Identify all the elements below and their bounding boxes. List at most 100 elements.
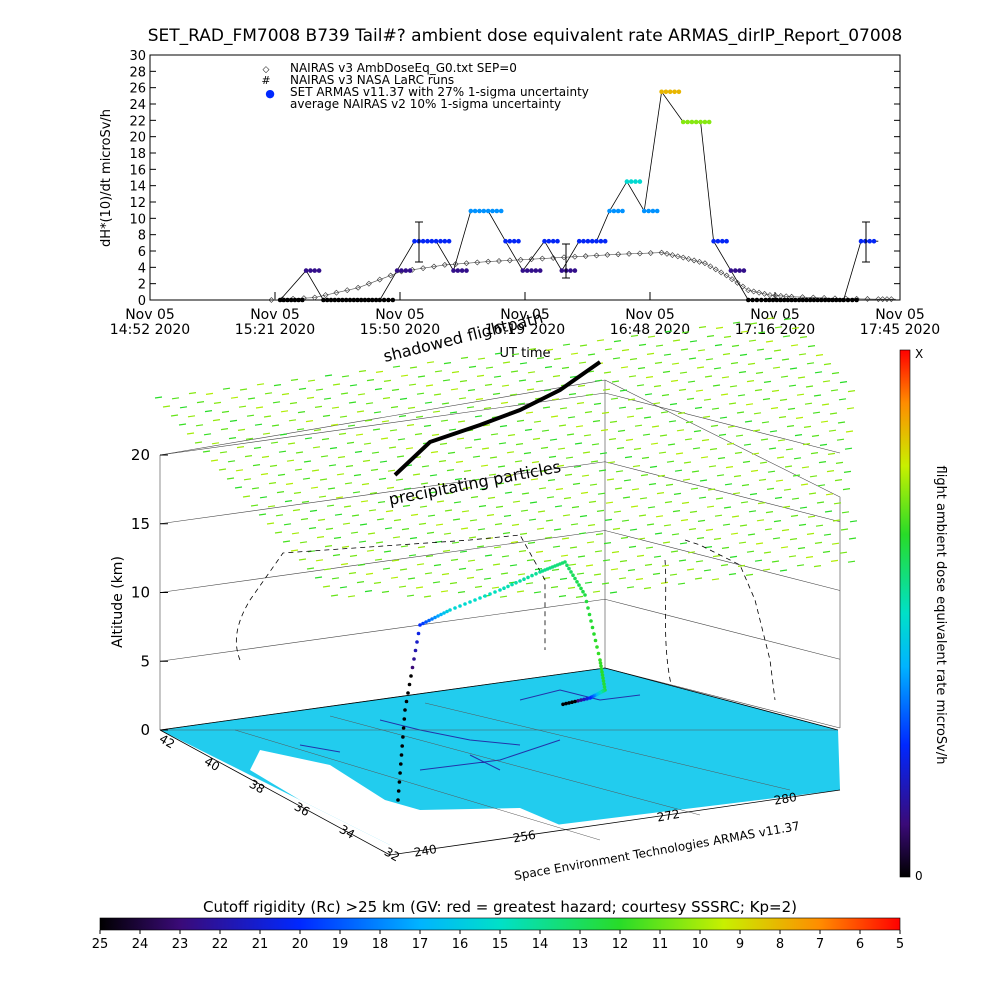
particle-mark bbox=[300, 518, 309, 521]
colorbar-tick-label: 19 bbox=[332, 937, 349, 952]
bottom-colorbar-bar bbox=[99, 917, 901, 931]
particle-mark bbox=[543, 559, 552, 562]
x-tick-label-time: 16:19 2020 bbox=[485, 322, 565, 338]
model-point bbox=[615, 251, 622, 258]
particle-mark bbox=[717, 457, 726, 460]
armas-point bbox=[733, 268, 738, 273]
particle-mark bbox=[533, 591, 542, 594]
colorbar-tick-label: 14 bbox=[532, 937, 549, 952]
particle-mark bbox=[803, 425, 812, 428]
particle-mark bbox=[571, 506, 580, 509]
armas-point bbox=[774, 297, 780, 303]
armas-point bbox=[741, 268, 747, 273]
particle-mark bbox=[278, 450, 287, 453]
particle-mark bbox=[844, 447, 853, 450]
flight-point bbox=[534, 572, 538, 576]
particle-mark bbox=[321, 438, 330, 441]
armas-point bbox=[672, 89, 677, 95]
flight-point bbox=[575, 580, 579, 584]
model-point bbox=[691, 257, 697, 264]
particle-mark bbox=[665, 483, 674, 486]
particle-mark bbox=[711, 407, 720, 410]
particle-mark bbox=[620, 536, 629, 539]
flight-point bbox=[436, 614, 440, 618]
model-point bbox=[344, 287, 351, 294]
particle-mark bbox=[781, 358, 790, 361]
particle-mark bbox=[619, 389, 628, 392]
armas-point bbox=[373, 297, 379, 303]
armas-point bbox=[850, 297, 855, 303]
armas-point bbox=[746, 297, 751, 303]
particle-mark bbox=[555, 488, 564, 491]
particle-mark bbox=[412, 473, 421, 476]
particle-mark bbox=[188, 392, 197, 395]
particle-mark bbox=[403, 487, 412, 490]
particle-mark bbox=[669, 403, 678, 406]
particle-mark bbox=[699, 479, 708, 482]
particle-mark bbox=[637, 367, 646, 370]
armas-point bbox=[863, 238, 868, 244]
particle-mark bbox=[548, 455, 557, 458]
particle-mark bbox=[461, 510, 470, 513]
particle-mark bbox=[466, 406, 475, 409]
particle-mark bbox=[661, 564, 670, 567]
particle-mark bbox=[419, 505, 428, 508]
particle-mark bbox=[687, 551, 696, 554]
armas-point bbox=[785, 297, 791, 303]
particle-mark bbox=[694, 406, 703, 409]
particle-mark bbox=[261, 455, 270, 458]
particle-mark bbox=[427, 514, 436, 517]
particle-mark bbox=[769, 430, 778, 433]
armas-point bbox=[633, 179, 638, 184]
particle-mark bbox=[425, 384, 434, 387]
particle-mark bbox=[650, 442, 659, 445]
particle-mark bbox=[641, 456, 650, 459]
particle-mark bbox=[500, 572, 509, 575]
particle-mark bbox=[724, 483, 733, 486]
particle-mark bbox=[597, 492, 606, 495]
particle-mark bbox=[424, 401, 433, 404]
particle-mark bbox=[627, 569, 636, 572]
armas-point bbox=[770, 297, 776, 303]
particle-mark bbox=[807, 345, 816, 348]
particle-mark bbox=[656, 492, 665, 495]
armas-point bbox=[503, 238, 508, 244]
armas-point bbox=[685, 119, 690, 125]
particle-mark bbox=[425, 555, 434, 558]
particle-mark bbox=[577, 555, 586, 558]
particle-mark bbox=[752, 429, 761, 432]
particle-mark bbox=[381, 590, 390, 593]
armas-point bbox=[804, 297, 809, 303]
model-point bbox=[647, 250, 654, 256]
particle-mark bbox=[440, 419, 449, 422]
particle-mark bbox=[805, 556, 814, 559]
particle-mark bbox=[298, 558, 307, 561]
particle-mark bbox=[313, 429, 322, 432]
particle-mark bbox=[389, 429, 398, 432]
particle-mark bbox=[696, 366, 705, 369]
particle-mark bbox=[328, 464, 337, 467]
particle-mark bbox=[653, 385, 662, 388]
armas-point bbox=[706, 119, 712, 125]
particle-mark bbox=[816, 501, 825, 504]
particle-mark bbox=[827, 452, 836, 455]
particle-mark bbox=[789, 538, 798, 541]
particle-mark bbox=[276, 491, 285, 494]
particle-mark bbox=[564, 473, 573, 476]
armas-point bbox=[336, 297, 341, 303]
particle-mark bbox=[628, 545, 637, 548]
particle-mark bbox=[714, 344, 723, 347]
armas-point bbox=[386, 297, 391, 303]
particle-mark bbox=[406, 594, 415, 597]
particle-mark bbox=[653, 555, 662, 558]
armas-point bbox=[390, 297, 396, 303]
particle-mark bbox=[494, 352, 503, 355]
particle-mark bbox=[794, 434, 803, 437]
particle-mark bbox=[761, 421, 770, 424]
armas-point bbox=[841, 297, 846, 303]
particle-mark bbox=[376, 518, 385, 521]
particle-mark bbox=[553, 528, 562, 531]
particle-mark bbox=[820, 420, 829, 423]
particle-mark bbox=[552, 375, 561, 378]
